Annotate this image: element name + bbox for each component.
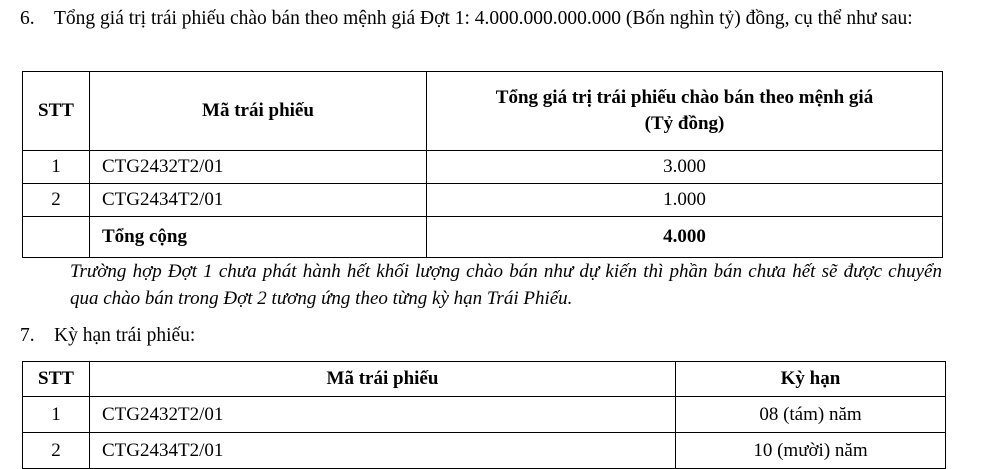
note-transfer-text: Trường hợp Đợt 1 chưa phát hành hết khối… bbox=[70, 261, 942, 309]
table-term-row2-code: CTG2434T2/01 bbox=[89, 432, 676, 469]
table-term-header-code: Mã trái phiếu bbox=[89, 361, 676, 397]
table-bond-term: STT Mã trái phiếu Kỳ hạn 1 CTG2432T2/01 … bbox=[22, 361, 946, 469]
table-value-row2-stt: 2 bbox=[22, 183, 90, 217]
clause-6-text: Tổng giá trị trái phiếu chào bán theo mệ… bbox=[54, 8, 913, 29]
table-value-header-row: STT Mã trái phiếu Tổng giá trị trái phiế… bbox=[22, 71, 943, 151]
clause-7-text: Kỳ hạn trái phiếu: bbox=[54, 325, 196, 346]
table-value-header-total-line1: Tổng giá trị trái phiếu chào bán theo mệ… bbox=[495, 87, 874, 108]
table-row: 2 CTG2434T2/01 10 (mười) năm bbox=[22, 432, 946, 469]
table-term-header-row: STT Mã trái phiếu Kỳ hạn bbox=[22, 361, 946, 397]
clause-6: 6. Tổng giá trị trái phiếu chào bán theo… bbox=[2, 6, 954, 32]
table-term-row2-stt: 2 bbox=[22, 432, 90, 469]
table-value-total-row: Tổng cộng 4.000 bbox=[22, 216, 943, 258]
table-term-header-stt: STT bbox=[22, 361, 90, 397]
table-offering-value: STT Mã trái phiếu Tổng giá trị trái phiế… bbox=[22, 71, 943, 258]
table-value-header-stt: STT bbox=[22, 71, 90, 151]
table-value-row1-value: 3.000 bbox=[426, 150, 943, 184]
table-term-row1-code: CTG2432T2/01 bbox=[89, 396, 676, 433]
table-value-row1-stt: 1 bbox=[22, 150, 90, 184]
table-value-total-value: 4.000 bbox=[426, 216, 943, 258]
clause-7: 7. Kỳ hạn trái phiếu: bbox=[2, 323, 954, 349]
table-value-total-label: Tổng cộng bbox=[89, 216, 427, 258]
table-row: 1 CTG2432T2/01 08 (tám) năm bbox=[22, 396, 946, 433]
table-row: 2 CTG2434T2/01 1.000 bbox=[22, 183, 943, 217]
table-term-row2-term: 10 (mười) năm bbox=[675, 432, 946, 469]
table-value-header-total-line2: (Tỷ đồng) bbox=[644, 113, 725, 134]
table-value-header-total: Tổng giá trị trái phiếu chào bán theo mệ… bbox=[426, 71, 943, 151]
table-value-total-stt bbox=[22, 216, 90, 258]
table-term-header-term: Kỳ hạn bbox=[675, 361, 946, 397]
table-value-row2-code: CTG2434T2/01 bbox=[89, 183, 427, 217]
clause-6-number: 6. bbox=[20, 8, 35, 29]
table-value-header-code: Mã trái phiếu bbox=[89, 71, 427, 151]
table-row: 1 CTG2432T2/01 3.000 bbox=[22, 150, 943, 184]
table-value-row1-code: CTG2432T2/01 bbox=[89, 150, 427, 184]
clause-7-number: 7. bbox=[20, 325, 35, 346]
table-term-row1-stt: 1 bbox=[22, 396, 90, 433]
table-term-row1-term: 08 (tám) năm bbox=[675, 396, 946, 433]
table-value-row2-value: 1.000 bbox=[426, 183, 943, 217]
